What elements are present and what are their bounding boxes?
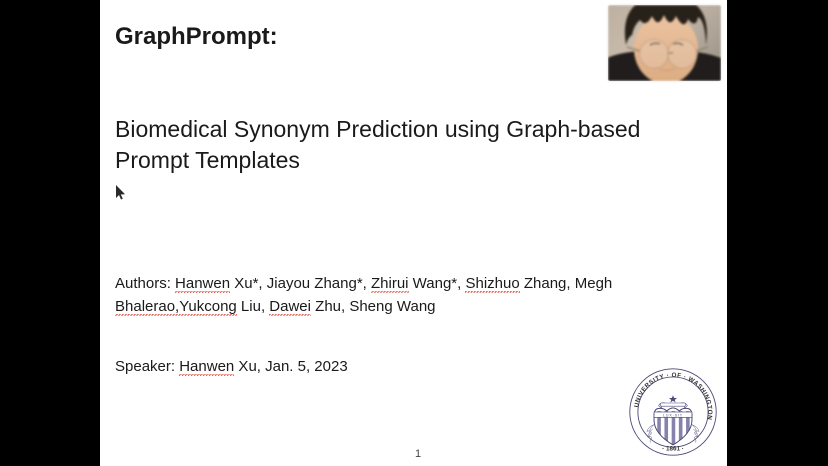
svg-text:· 1861 ·: · 1861 · [662, 445, 684, 452]
svg-text:LUX·SIT: LUX·SIT [663, 413, 683, 417]
